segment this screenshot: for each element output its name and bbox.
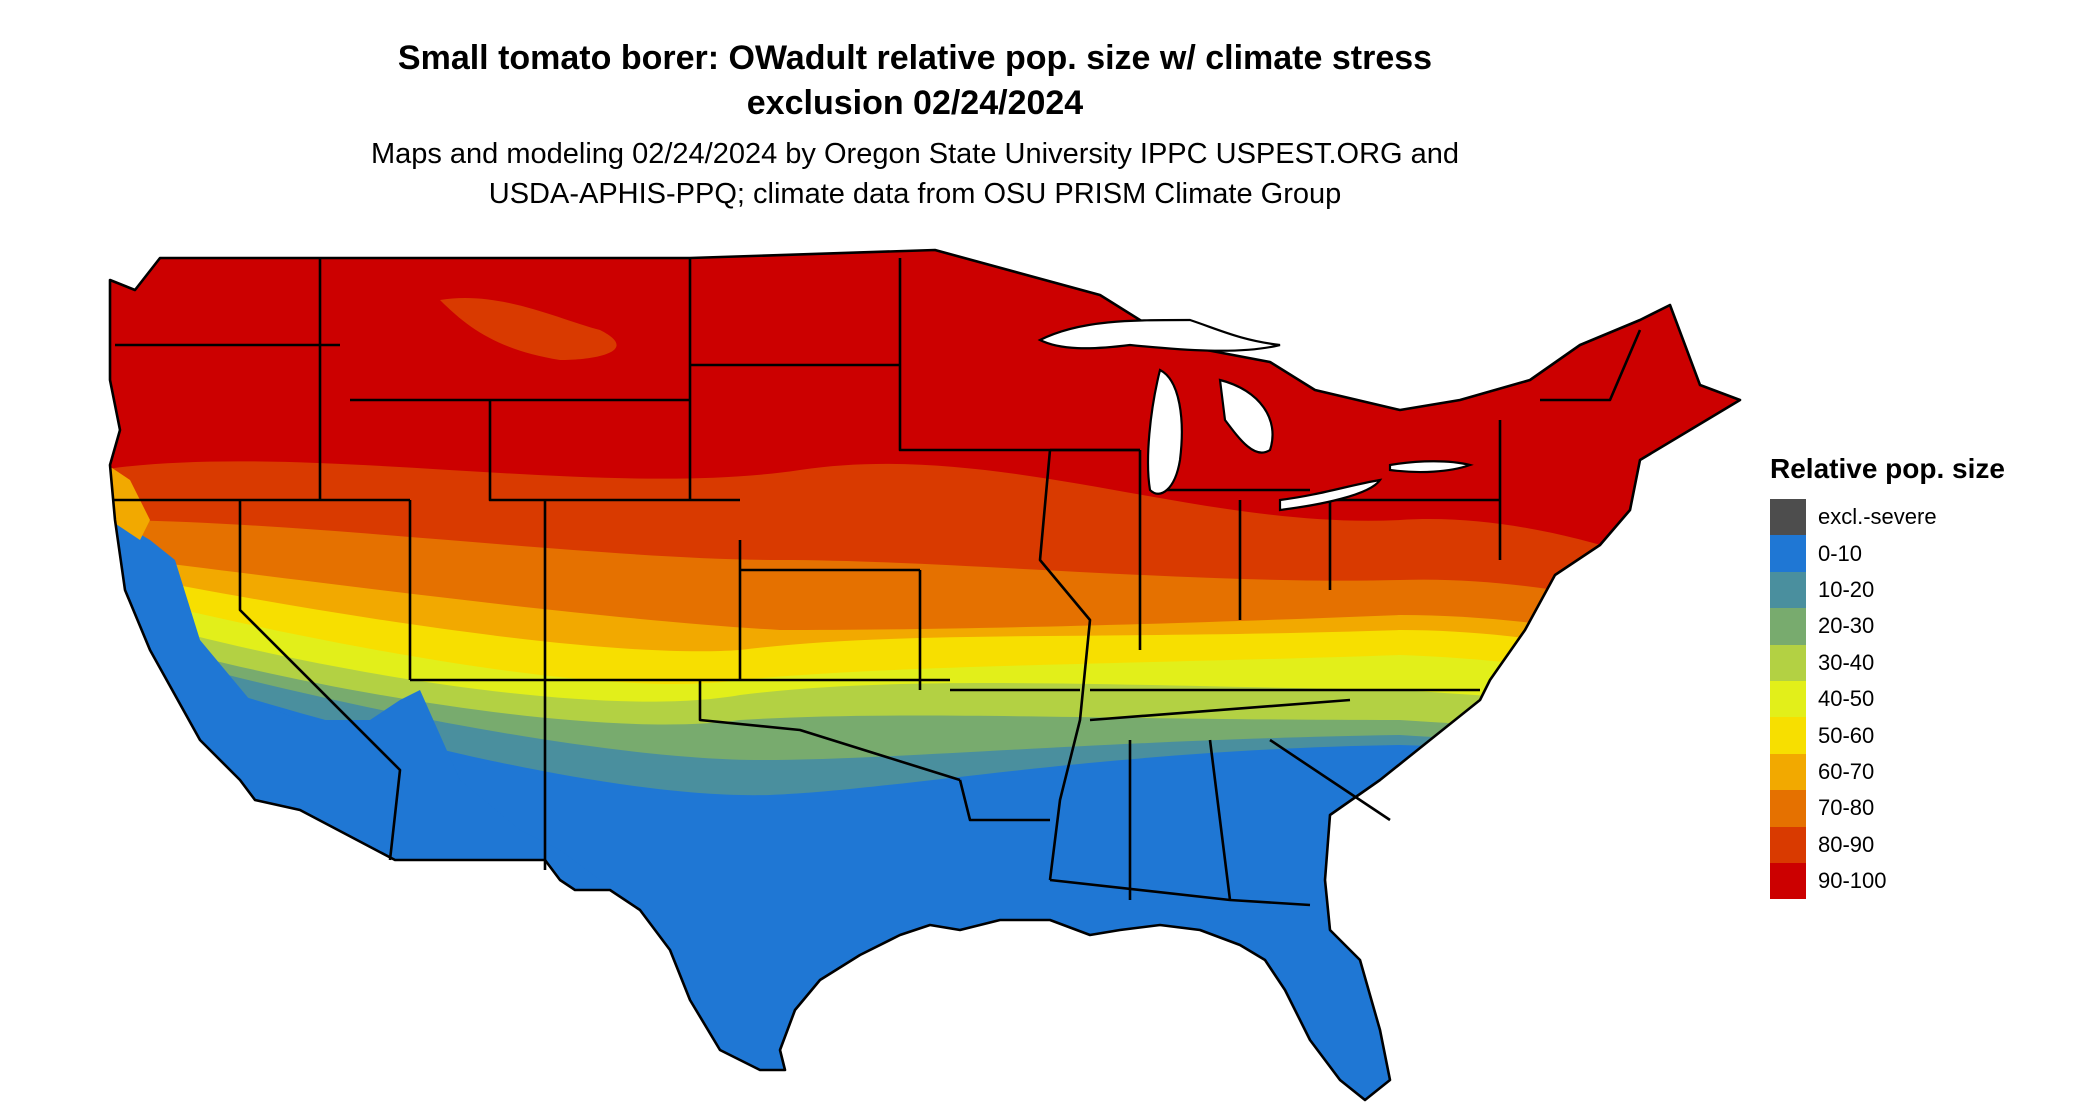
legend-item: 70-80 <box>1770 790 2005 827</box>
legend-title: Relative pop. size <box>1770 453 2005 484</box>
border-fl-north <box>1049 878 1311 907</box>
legend-swatch <box>1770 499 1806 536</box>
legend-item: 20-30 <box>1770 608 2005 645</box>
legend-label: 60-70 <box>1818 758 1875 784</box>
state-boundaries <box>108 248 1742 1102</box>
great-lakes <box>1037 318 1474 512</box>
suitability-bands <box>110 250 1740 1100</box>
legend-swatch <box>1770 753 1806 791</box>
subtitle-line-1: Maps and modeling 02/24/2024 by Oregon S… <box>370 138 1460 170</box>
legend-label: 40-50 <box>1818 686 1875 712</box>
map-subtitle: Maps and modeling 02/24/2024 by Oregon S… <box>200 134 1630 214</box>
border-tn-south <box>1089 698 1351 722</box>
lake-erie <box>1278 478 1383 512</box>
legend: Relative pop. size excl.-severe 0-10 10-20… <box>1770 453 2005 900</box>
legend-item: 50-60 <box>1770 717 2005 754</box>
band-mountain-80-90 <box>440 297 617 360</box>
border-ga-sc <box>1269 738 1391 822</box>
legend-swatch <box>1770 535 1806 572</box>
legend-label: 10-20 <box>1818 576 1875 602</box>
legend-item: 10-20 <box>1770 571 2005 609</box>
legend-swatch <box>1770 608 1806 645</box>
lake-ontario <box>1388 460 1474 474</box>
legend-swatch <box>1770 571 1806 609</box>
legend-swatch <box>1770 790 1806 827</box>
legend-item: 90-100 <box>1770 862 2005 900</box>
subtitle-line-2: USDA-APHIS-PPQ; climate data from OSU PR… <box>488 178 1342 210</box>
legend-swatch <box>1770 862 1806 900</box>
legend-rows: excl.-severe 0-10 10-20 20-30 30-40 40-50 50-6… <box>1770 499 2005 900</box>
lake-superior <box>1037 318 1281 352</box>
legend-label: 0-10 <box>1818 540 1863 566</box>
lake-huron <box>1218 378 1274 454</box>
legend-swatch <box>1770 717 1806 754</box>
title-line-2: exclusion 02/24/2024 <box>746 84 1084 122</box>
legend-label: 50-60 <box>1818 722 1875 748</box>
map-title: Small tomato borer: OWadult relative pop… <box>200 36 1630 126</box>
legend-swatch <box>1770 680 1806 718</box>
border-ca-nv <box>238 500 402 861</box>
legend-label: excl.-severe <box>1818 504 1937 530</box>
border-mississippi-river <box>1038 449 1092 881</box>
legend-item: excl.-severe <box>1770 499 2005 536</box>
legend-item: 40-50 <box>1770 680 2005 718</box>
lake-michigan <box>1146 368 1183 495</box>
border-ar-la <box>958 779 1050 822</box>
us-map <box>108 248 1742 1102</box>
band-west-coast-0-10 <box>110 510 600 880</box>
legend-label: 70-80 <box>1818 795 1875 821</box>
border-ok-tx <box>698 680 961 782</box>
border-new-england <box>1540 329 1642 402</box>
legend-item: 60-70 <box>1770 753 2005 791</box>
legend-label: 30-40 <box>1818 649 1875 675</box>
border-wy-co <box>488 400 740 502</box>
legend-item: 0-10 <box>1770 535 2005 572</box>
border-al-ga <box>1208 739 1232 901</box>
legend-swatch <box>1770 826 1806 863</box>
us-outline <box>108 248 1742 1102</box>
legend-swatch <box>1770 644 1806 681</box>
legend-label: 20-30 <box>1818 613 1875 639</box>
legend-label: 80-90 <box>1818 831 1875 857</box>
legend-label: 90-100 <box>1818 868 1887 894</box>
title-line-1: Small tomato borer: OWadult relative pop… <box>397 39 1433 77</box>
legend-item: 80-90 <box>1770 826 2005 863</box>
legend-item: 30-40 <box>1770 644 2005 681</box>
